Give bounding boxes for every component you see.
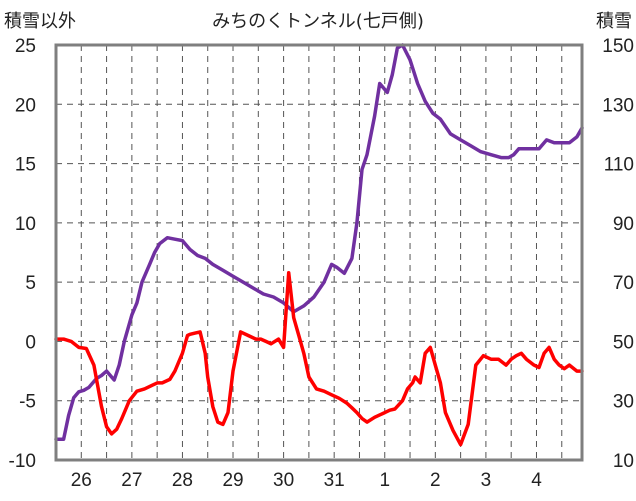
y-right-tick-label: 110 <box>604 155 634 176</box>
x-tick-label: 3 <box>481 470 492 491</box>
y-left-tick-label: 10 <box>15 214 36 235</box>
series-group <box>54 43 584 447</box>
y-left-tick-label: 15 <box>15 155 36 176</box>
grid <box>56 45 582 460</box>
x-tick-label: 4 <box>531 470 542 491</box>
y-left-tick-label: 25 <box>15 36 36 57</box>
y-right-tick-label: 50 <box>613 332 634 353</box>
x-tick-label: 27 <box>121 470 142 491</box>
y-right-tick-label: 90 <box>613 214 634 235</box>
x-tick-label: 2 <box>430 470 441 491</box>
x-tick-label: 26 <box>71 470 92 491</box>
y-left-tick-label: 5 <box>25 273 36 294</box>
x-tick-label: 30 <box>273 470 294 491</box>
x-tick-label: 28 <box>172 470 193 491</box>
y-left-tick-label: -5 <box>19 392 36 413</box>
y-right-tick-label: 10 <box>613 451 634 472</box>
x-tick-label: 1 <box>379 470 390 491</box>
plot-frame <box>54 43 584 462</box>
y-right-tick-label: 130 <box>602 95 634 116</box>
x-tick-label: 31 <box>324 470 345 491</box>
y-right-tick-label: 30 <box>613 392 634 413</box>
y-left-tick-label: 20 <box>15 95 36 116</box>
y-left-axis-label: 積雪以外 <box>4 11 76 32</box>
y-right-axis-label: 積雪 <box>596 11 632 32</box>
y-right-tick-label: 70 <box>613 273 634 294</box>
chart-title: みちのくトンネル(七戸側) <box>212 11 424 32</box>
y-left-tick-label: -10 <box>9 451 36 472</box>
y-right-tick-label: 150 <box>602 36 634 57</box>
temperature-line <box>54 270 584 447</box>
x-tick-label: 29 <box>222 470 243 491</box>
y-left-tick-label: 0 <box>25 332 36 353</box>
snow-depth-line <box>54 43 584 442</box>
